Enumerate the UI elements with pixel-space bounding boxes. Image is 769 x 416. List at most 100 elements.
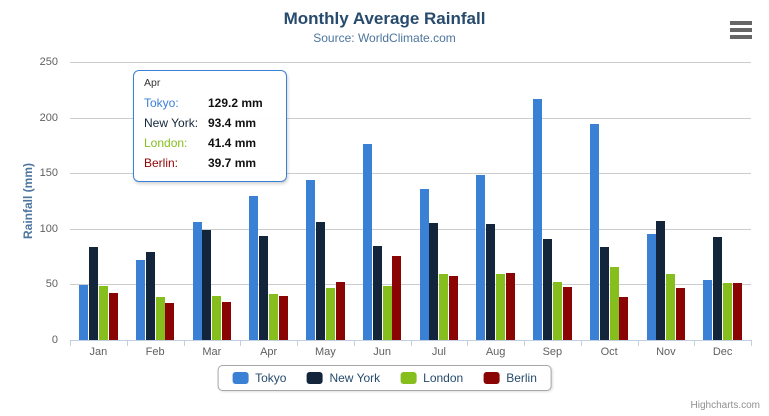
y-axis-label: 150 <box>39 167 58 180</box>
legend-swatch-icon <box>306 372 323 384</box>
y-axis-label: 250 <box>39 56 58 68</box>
grid-line <box>70 62 751 63</box>
legend-label: Berlin <box>506 371 537 385</box>
column-berlin[interactable] <box>505 272 515 340</box>
column-berlin[interactable] <box>335 281 345 340</box>
legend-label: London <box>423 371 464 385</box>
column-new-york[interactable] <box>259 236 269 340</box>
column-tokyo[interactable] <box>79 284 89 340</box>
column-new-york[interactable] <box>202 230 212 340</box>
x-axis-label: Aug <box>485 346 506 358</box>
column-london[interactable] <box>155 296 165 340</box>
tooltip-series-value: 129.2 mm <box>208 96 263 110</box>
column-berlin[interactable] <box>165 303 175 340</box>
x-axis-tick <box>183 341 185 346</box>
legend-swatch-icon <box>400 372 417 384</box>
y-axis-label: 200 <box>39 111 58 124</box>
column-london[interactable] <box>325 287 335 340</box>
column-new-york[interactable] <box>713 237 723 340</box>
y-axis-label: 50 <box>45 278 58 291</box>
column-tokyo[interactable] <box>249 196 259 340</box>
hamburger-icon <box>730 21 752 25</box>
legend-item-berlin[interactable]: Berlin <box>483 371 537 385</box>
x-axis-label: Nov <box>656 346 676 358</box>
tooltip-row: Tokyo: 129.2 mm <box>144 93 276 113</box>
x-axis-label: Dec <box>712 346 733 358</box>
column-london[interactable] <box>609 267 619 340</box>
x-axis-label: Jun <box>373 346 391 358</box>
column-london[interactable] <box>269 293 279 340</box>
column-london[interactable] <box>496 273 506 340</box>
column-london[interactable] <box>723 283 733 340</box>
column-tokyo[interactable] <box>476 174 486 340</box>
legend-label: New York <box>329 371 381 385</box>
column-berlin[interactable] <box>392 256 402 340</box>
grid-line <box>70 228 751 230</box>
column-tokyo[interactable] <box>192 221 202 340</box>
column-london[interactable] <box>666 274 676 340</box>
column-tokyo[interactable] <box>703 279 713 340</box>
tooltip-series-name: Berlin: <box>144 156 179 170</box>
x-axis-tick <box>297 341 298 346</box>
x-axis-label: Jul <box>431 346 446 358</box>
column-berlin[interactable] <box>562 287 572 340</box>
column-new-york[interactable] <box>542 238 552 340</box>
x-axis-tick <box>240 341 242 346</box>
column-berlin[interactable] <box>676 287 686 340</box>
column-tokyo[interactable] <box>589 124 599 340</box>
column-london[interactable] <box>382 286 392 340</box>
y-axis-label: 0 <box>51 334 58 346</box>
column-berlin[interactable] <box>108 292 118 340</box>
grid-line <box>70 117 751 119</box>
column-new-york[interactable] <box>486 224 496 340</box>
legend-item-tokyo[interactable]: Tokyo <box>232 371 286 385</box>
x-axis-label: Sep <box>542 346 563 358</box>
credits-link[interactable]: Highcharts.com <box>690 400 760 411</box>
column-new-york[interactable] <box>145 252 155 340</box>
column-berlin[interactable] <box>449 276 459 340</box>
x-axis-tick <box>353 341 355 346</box>
column-berlin[interactable] <box>732 283 742 340</box>
grid-line <box>70 284 751 286</box>
hamburger-icon <box>730 28 752 32</box>
column-tokyo[interactable] <box>533 99 543 340</box>
chart-subtitle: Source: WorldClimate.com <box>313 31 456 45</box>
x-axis-line <box>70 340 752 341</box>
x-axis-tick <box>410 341 412 346</box>
tooltip-rows: Tokyo: 129.2 mm New York: 93.4 mm London: 41.… <box>144 93 276 173</box>
column-tokyo[interactable] <box>646 233 656 340</box>
export-menu-button[interactable] <box>729 21 753 39</box>
tooltip-row: New York: 93.4 mm <box>144 113 276 133</box>
column-tokyo[interactable] <box>419 189 429 340</box>
tooltip-row: London: 41.4 mm <box>144 133 276 153</box>
x-axis-tick <box>637 341 639 346</box>
x-axis-tick <box>467 341 469 346</box>
legend-item-new-york[interactable]: New York <box>306 371 380 385</box>
column-new-york[interactable] <box>656 221 666 340</box>
column-london[interactable] <box>98 285 108 340</box>
legend-swatch-icon <box>483 372 500 384</box>
legend-item-london[interactable]: London <box>400 371 463 385</box>
column-london[interactable] <box>212 296 222 340</box>
x-axis-tick <box>694 341 696 346</box>
column-new-york[interactable] <box>315 222 325 340</box>
column-london[interactable] <box>552 281 562 340</box>
column-new-york[interactable] <box>599 247 609 340</box>
x-axis-label: May <box>314 346 336 358</box>
column-london[interactable] <box>439 274 449 340</box>
column-new-york[interactable] <box>88 247 98 340</box>
tooltip-series-value: 93.4 mm <box>208 116 257 130</box>
x-axis-label: Mar <box>202 346 222 358</box>
column-tokyo[interactable] <box>362 144 372 340</box>
column-tokyo[interactable] <box>135 260 145 340</box>
x-axis-tick <box>751 341 752 346</box>
column-berlin[interactable] <box>619 296 629 340</box>
column-tokyo[interactable] <box>306 179 316 340</box>
hamburger-icon <box>730 35 752 39</box>
column-berlin[interactable] <box>222 301 232 340</box>
chart-title: Monthly Average Rainfall <box>283 9 486 28</box>
column-new-york[interactable] <box>372 246 382 340</box>
column-new-york[interactable] <box>429 223 439 340</box>
column-berlin[interactable] <box>278 295 288 340</box>
